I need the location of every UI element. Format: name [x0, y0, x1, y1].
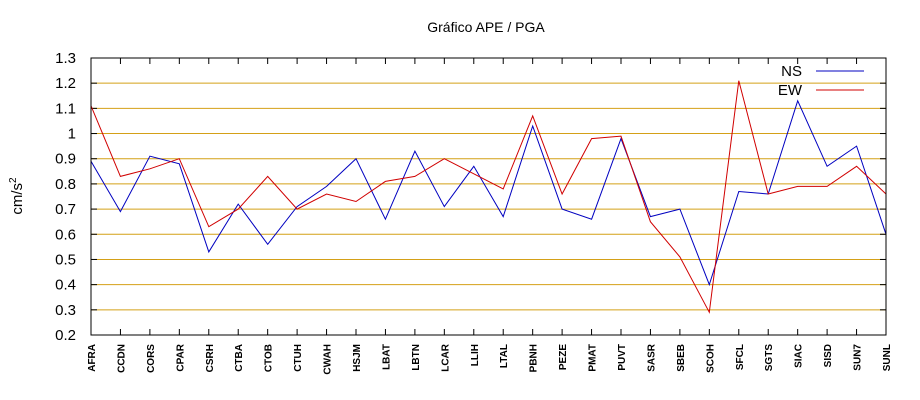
- series-line-ns: [90, 99, 887, 287]
- x-tick-label: LCAR: [440, 343, 451, 372]
- grid-layer: [91, 82, 886, 311]
- chart-title: Gráfico APE / PGA: [427, 19, 545, 35]
- y-tick-label: 1.1: [55, 100, 76, 117]
- legend-label-ew: EW: [778, 82, 803, 99]
- y-tick-label: 0.6: [55, 226, 76, 243]
- legend: NS EW: [778, 63, 864, 99]
- x-tick-label: CTUH: [293, 344, 304, 372]
- y-tick-label: 0.4: [55, 277, 76, 294]
- y-tick-label: 0.3: [55, 302, 76, 319]
- x-tick-label: CWAH: [323, 344, 334, 375]
- x-tick-label: PUVT: [617, 344, 628, 371]
- x-tick-label: CORS: [146, 344, 157, 373]
- y-tick-label: 1: [68, 126, 76, 143]
- y-tick-label: 0.8: [55, 176, 76, 193]
- x-tick-label: CCDN: [116, 344, 127, 373]
- x-tick-label: SFCL: [735, 344, 746, 370]
- x-tick-label: SGTS: [764, 344, 775, 372]
- y-tick-label: 1.3: [55, 50, 76, 67]
- legend-label-ns: NS: [781, 63, 802, 80]
- x-tick-label: LTAL: [499, 344, 510, 368]
- x-tick-label: CSRH: [205, 344, 216, 372]
- x-tick-label: SUN7: [853, 344, 864, 371]
- x-tick-label: LBAT: [381, 344, 392, 370]
- x-axis-ticks: AFRA CCDN CORS CPAR CSRH CTBA CTOB CTUH CWAH HSJM…: [87, 58, 893, 375]
- x-tick-label: LBTN: [411, 344, 422, 371]
- y-tick-label: 0.7: [55, 201, 76, 218]
- x-tick-label: SISD: [823, 344, 834, 367]
- x-tick-label: SASR: [646, 343, 657, 372]
- x-tick-label: PEZE: [558, 344, 569, 370]
- x-tick-label: LLIH: [470, 344, 481, 366]
- x-tick-label: SIAC: [794, 344, 805, 368]
- series-layer: [90, 80, 887, 314]
- y-axis-label-exponent: 2: [8, 177, 19, 183]
- x-tick-label: SUNL: [882, 344, 893, 371]
- x-tick-label: HSJM: [352, 344, 363, 372]
- x-tick-label: CTOB: [264, 344, 275, 372]
- plot-frame: [90, 57, 887, 336]
- x-tick-label: PBNH: [529, 344, 540, 372]
- x-tick-label: SCOH: [705, 344, 716, 373]
- y-tick-label: 0.5: [55, 251, 76, 268]
- y-axis-label-unit: cm/s: [9, 183, 26, 215]
- y-axis-label: cm/s2: [8, 177, 26, 215]
- x-tick-label: AFRA: [87, 344, 98, 372]
- x-tick-label: CTBA: [234, 344, 245, 372]
- series-line-ew: [90, 80, 887, 314]
- x-tick-label: PMAT: [588, 344, 599, 372]
- y-tick-label: 0.9: [55, 151, 76, 168]
- y-tick-label: 1.2: [55, 75, 76, 92]
- x-tick-label: CPAR: [175, 343, 186, 371]
- y-axis-ticks: 0.2 0.3 0.4 0.5 0.6 0.7 0.8 0.9 1 1.1 1.2 1.3: [55, 50, 886, 344]
- x-tick-label: SBEB: [676, 344, 687, 372]
- y-tick-label: 0.2: [55, 327, 76, 344]
